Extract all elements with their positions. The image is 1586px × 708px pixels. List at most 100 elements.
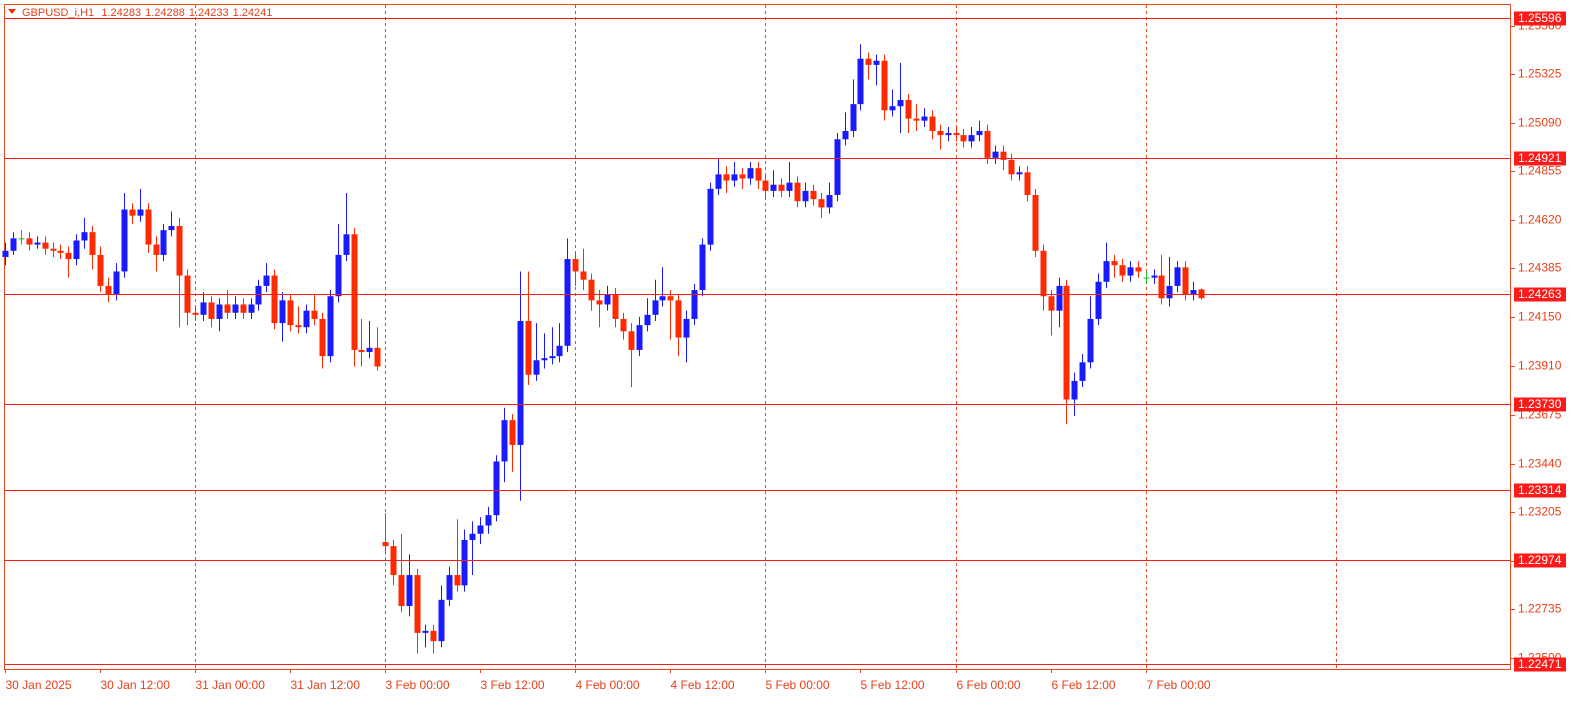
candle-body (739, 174, 746, 179)
candle-body (168, 226, 175, 231)
candle-body (311, 310, 318, 319)
candle-body (137, 209, 144, 216)
candle-body (541, 358, 548, 361)
candle-body (842, 130, 849, 140)
candle-body (279, 300, 286, 324)
candle-body (1071, 380, 1078, 400)
candle-body (200, 302, 207, 315)
candle-body (240, 304, 247, 313)
candle-body (802, 190, 809, 202)
candle-body (485, 515, 492, 526)
level-label-box (1514, 11, 1566, 26)
candle-body (461, 539, 468, 586)
candle-body (644, 314, 651, 326)
candle-body (818, 199, 825, 208)
level-label-box (1514, 553, 1566, 568)
candle-body (715, 174, 722, 189)
x-tick-label: 3 Feb 12:00 (481, 678, 545, 692)
candle-body (533, 360, 540, 375)
candle-body (652, 300, 659, 315)
candle-body (1056, 285, 1063, 311)
candle-body (564, 259, 571, 346)
candle-body (556, 345, 563, 357)
candle-body (905, 100, 912, 119)
x-tick-label: 5 Feb 12:00 (861, 678, 925, 692)
collapse-arrow[interactable] (8, 9, 16, 14)
candle-body (1151, 275, 1158, 278)
candle-body (723, 174, 730, 181)
candle-body (770, 184, 777, 191)
candle-body (683, 318, 690, 338)
candle-body (89, 232, 96, 255)
candle-body (1190, 290, 1197, 295)
open-label: 1.24283 (101, 7, 141, 19)
candle-body (1024, 172, 1031, 196)
candle-body (176, 226, 183, 276)
candle-body (794, 182, 801, 202)
candle-body (1158, 275, 1165, 299)
candle-body (636, 325, 643, 350)
y-tick-label: 1.25090 (1518, 116, 1562, 130)
candle-body (438, 599, 445, 642)
candle-body (287, 300, 294, 326)
candle-body (469, 533, 476, 540)
level-label: 1.24263 (1518, 287, 1562, 301)
candle-body (953, 133, 960, 136)
candle-body (620, 318, 627, 332)
candle-body (73, 240, 80, 260)
candle-body (477, 525, 484, 534)
candle-body (731, 174, 738, 181)
candle-body (343, 234, 350, 255)
candle-body (446, 575, 453, 600)
candle-body (992, 151, 999, 158)
candle-body (50, 248, 57, 251)
level-label-box (1514, 483, 1566, 498)
candle-body (850, 104, 857, 131)
candle-body (1016, 172, 1023, 175)
candle-body (1103, 261, 1110, 282)
candle-body (335, 254, 342, 297)
candle-body (786, 182, 793, 191)
candle-body (160, 230, 167, 255)
level-label: 1.22974 (1518, 553, 1562, 567)
candle-body (34, 242, 41, 245)
candle-body (192, 312, 199, 315)
candle-body (224, 304, 231, 313)
candle-body (1182, 267, 1189, 295)
x-tick-label: 30 Jan 12:00 (101, 678, 171, 692)
level-label-box (1514, 287, 1566, 302)
candle-body (707, 188, 714, 245)
x-tick-label: 30 Jan 2025 (6, 678, 72, 692)
candle-body (382, 542, 389, 547)
candle-body (881, 60, 888, 111)
candle-body (1127, 267, 1134, 276)
candle-body (960, 135, 967, 142)
candle-body (351, 234, 358, 350)
candle-body (810, 190, 817, 200)
candle-body (398, 575, 405, 607)
candle-body (525, 321, 532, 375)
candle-body (517, 321, 524, 445)
candle-body (509, 420, 516, 445)
low-label: 1.24233 (189, 7, 229, 19)
candle-body (1119, 265, 1126, 276)
candle-body (501, 420, 508, 462)
candle-body (454, 575, 461, 586)
candle-body (145, 209, 152, 245)
candle-body (1174, 267, 1181, 286)
candle-body (327, 296, 334, 357)
candle-body (366, 347, 373, 352)
candle-body (232, 304, 239, 313)
level-label: 1.23730 (1518, 397, 1562, 411)
candle-body (493, 461, 500, 516)
candle-body (921, 116, 928, 121)
x-tick-label: 6 Feb 12:00 (1052, 678, 1116, 692)
candle-body (826, 195, 833, 208)
candle-body (319, 318, 326, 357)
level-label-box (1514, 151, 1566, 166)
plot-frame (4, 4, 1511, 670)
candle-body (604, 294, 611, 305)
x-tick-label: 4 Feb 00:00 (576, 678, 640, 692)
candle-body (1087, 318, 1094, 363)
candle-body (699, 244, 706, 291)
